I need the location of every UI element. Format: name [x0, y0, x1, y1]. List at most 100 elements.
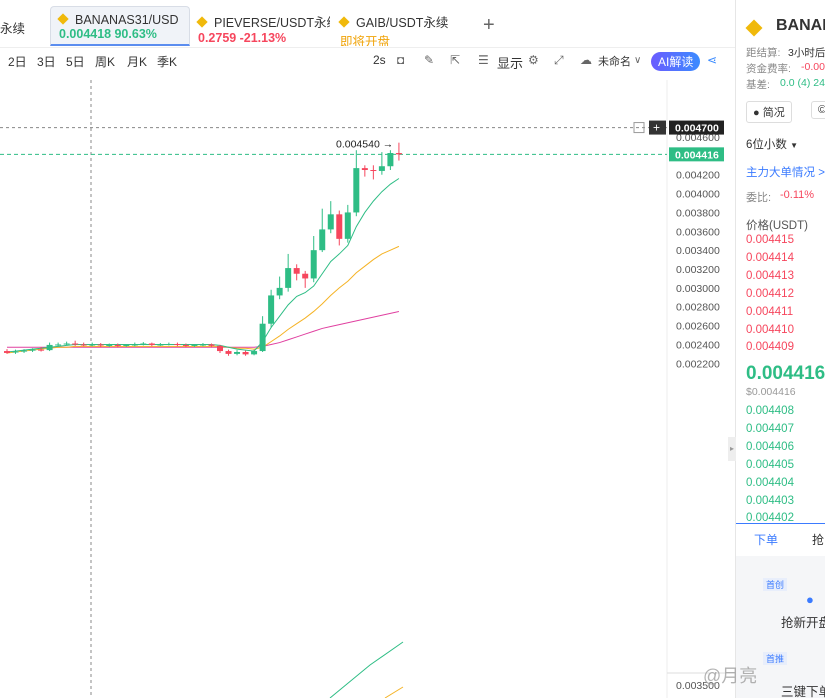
- orderbook-panel: BANAN 距结算: 3小时后 资金费率: -0.00 基差: 0.0 (4) …: [735, 0, 825, 698]
- ask-price[interactable]: 0.004412: [746, 287, 794, 300]
- add-alert-icon: +: [653, 121, 660, 135]
- ask-price[interactable]: 0.004413: [746, 269, 794, 282]
- intro-button[interactable]: ● 简况: [746, 101, 792, 123]
- chart-canvas[interactable]: 0.0046000.0044000.0042000.0040000.003800…: [0, 80, 735, 698]
- candle-body: [165, 343, 172, 345]
- bid-price[interactable]: 0.004403: [746, 494, 794, 507]
- expand-icon[interactable]: ⤢: [554, 53, 564, 67]
- candle-body: [157, 344, 164, 346]
- alert-price-label: 0.004700: [675, 123, 719, 135]
- candle-body: [191, 344, 198, 346]
- interval-2d[interactable]: 2日: [8, 55, 27, 69]
- tab-bananas31[interactable]: BANANAS31/USD 0.004418 90.63%: [50, 6, 190, 46]
- candle-body: [106, 344, 113, 346]
- bid-price[interactable]: 0.004402: [746, 512, 794, 525]
- camera-icon[interactable]: ◘: [397, 53, 405, 67]
- candle-body: [182, 344, 189, 346]
- share-icon[interactable]: ⋖: [707, 53, 718, 67]
- price-chart[interactable]: 0.0046000.0044000.0042000.0040000.003800…: [0, 80, 735, 698]
- price-axis-bg: [667, 80, 735, 698]
- ratio-value: -0.11%: [780, 189, 815, 201]
- candle-body: [123, 344, 130, 346]
- interval-season[interactable]: 季K: [157, 55, 178, 69]
- candle-body: [336, 214, 343, 239]
- whale-link[interactable]: 主力大单情况 >: [746, 167, 825, 179]
- interval-3d[interactable]: 3日: [37, 55, 56, 69]
- bid-price[interactable]: 0.004408: [746, 405, 794, 417]
- ai-button[interactable]: AI解读: [651, 52, 701, 71]
- tab-change: 90.63%: [114, 27, 157, 41]
- intro-label: 简况: [762, 107, 785, 119]
- watermark: @月亮: [703, 666, 758, 686]
- price-tick-label: 0.002200: [676, 358, 720, 370]
- candle-body: [72, 343, 79, 345]
- ask-price[interactable]: 0.004409: [746, 341, 794, 354]
- fullscreen-icon[interactable]: ⇱: [450, 53, 461, 67]
- candle-body: [97, 344, 104, 346]
- candle-body: [46, 344, 53, 351]
- bid-price[interactable]: 0.004405: [746, 458, 794, 471]
- price-tick-label: 0.002400: [676, 339, 720, 351]
- candle-body: [12, 351, 19, 353]
- more-button[interactable]: ©: [811, 101, 825, 119]
- card2-label[interactable]: 三键下单: [781, 685, 825, 698]
- tab-partial[interactable]: 永续: [0, 22, 26, 36]
- interval-month[interactable]: 月K: [127, 55, 148, 69]
- collapse-handle[interactable]: ▸: [728, 437, 736, 461]
- add-tab-button[interactable]: +: [483, 14, 495, 36]
- price-tick-label: 0.003200: [676, 264, 720, 276]
- card2-tag: 首推: [763, 652, 788, 665]
- ask-price[interactable]: 0.004414: [746, 251, 794, 264]
- cloud-icon[interactable]: ☁: [580, 53, 592, 67]
- ratio-label: 委比:: [746, 192, 772, 204]
- ask-price[interactable]: 0.004410: [746, 323, 794, 336]
- ask-price[interactable]: 0.004411: [746, 305, 794, 318]
- tab-order[interactable]: 下单: [754, 533, 779, 547]
- settings-icon[interactable]: ⚙: [528, 53, 539, 67]
- tab-bar: 永续 BANANAS31/USD 0.004418 90.63% PIEVERS…: [0, 0, 735, 48]
- tab-symbol: GAIB/USDT永续: [356, 16, 449, 30]
- candle-body: [225, 351, 232, 354]
- candle-body: [4, 351, 10, 353]
- candle-body: [344, 212, 351, 239]
- tab-gaib[interactable]: GAIB/USDT永续 即将开盘: [332, 6, 472, 46]
- interval-5d[interactable]: 5日: [66, 55, 85, 69]
- decimal-select[interactable]: 6位小数 ▼: [746, 136, 798, 152]
- price-tick-label: 0.004600: [676, 132, 720, 144]
- candle-body: [199, 344, 206, 346]
- price-tick-label: 0.003600: [676, 226, 720, 238]
- card1-label[interactable]: 抢新开盘: [781, 616, 825, 630]
- price-tick-label: 0.003000: [676, 283, 720, 295]
- current-price-label: 0.004416: [675, 149, 719, 161]
- last-price-usd: $0.004416: [746, 386, 796, 398]
- candle-body: [21, 350, 28, 352]
- coin-icon: [57, 13, 69, 25]
- countdown-value: 3小时后: [788, 47, 825, 59]
- tab-pieverse[interactable]: PIEVERSE/USDT永续 0.2759 -21.13%: [190, 6, 330, 46]
- interval-2s[interactable]: 2s: [373, 53, 386, 67]
- layout-name[interactable]: 未命名: [598, 56, 631, 68]
- candle-body: [268, 295, 275, 324]
- tab-price: 0.2759: [198, 31, 237, 45]
- menu-icon[interactable]: ☰: [478, 53, 489, 67]
- tab-status: 即将开盘: [340, 35, 391, 46]
- price-header: 价格(USDT): [746, 220, 808, 232]
- add-alert-button-bg: [649, 120, 666, 135]
- alert-price-label-bg: [669, 120, 724, 135]
- bid-price[interactable]: 0.004407: [746, 422, 794, 435]
- candle-body: [131, 344, 138, 346]
- tab-divider: [736, 523, 825, 524]
- ask-price[interactable]: 0.004415: [746, 234, 794, 246]
- display-button[interactable]: 显示: [497, 56, 524, 71]
- interval-week[interactable]: 周K: [95, 55, 116, 69]
- candle-body: [361, 168, 368, 171]
- ma-mid-line: [6, 245, 400, 354]
- candle-body: [370, 170, 377, 172]
- bid-price[interactable]: 0.004404: [746, 476, 794, 489]
- coin-icon: [745, 19, 763, 37]
- tab-grab[interactable]: 抢: [812, 533, 825, 547]
- chevron-down-icon[interactable]: ∨: [634, 55, 642, 66]
- bid-price[interactable]: 0.004406: [746, 440, 794, 453]
- basis-value: 0.0 (4) 24: [780, 77, 825, 89]
- pencil-icon[interactable]: ✎: [424, 53, 435, 67]
